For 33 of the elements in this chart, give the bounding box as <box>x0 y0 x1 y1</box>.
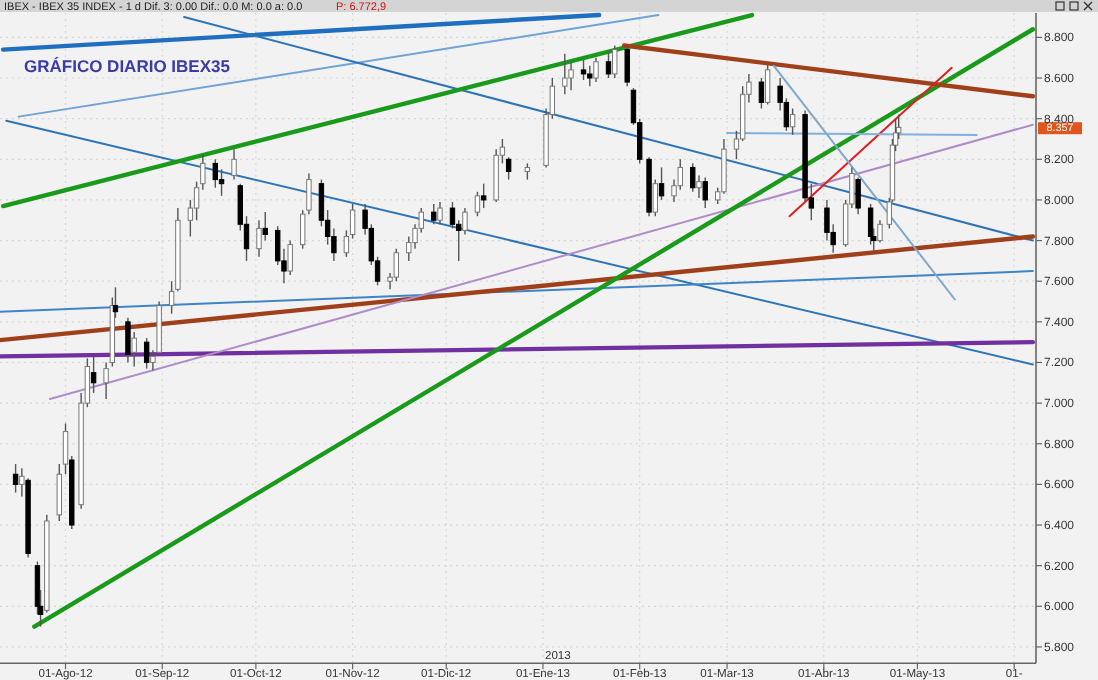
candlestick <box>480 182 487 209</box>
candlestick <box>143 337 150 370</box>
candlestick <box>474 191 481 217</box>
text: GRÁFICO DIARIO IBEX35 <box>24 56 231 76</box>
candlestick <box>431 203 437 226</box>
candlestick <box>562 52 568 95</box>
candlestick <box>605 50 612 79</box>
candlestick <box>131 331 137 368</box>
candlestick <box>764 63 771 106</box>
candlestick <box>702 176 708 209</box>
candlestick <box>256 219 262 258</box>
candlestick <box>758 77 765 110</box>
candlestick <box>262 211 268 242</box>
candlestick <box>287 239 293 276</box>
candlestick <box>437 201 443 226</box>
candlestick <box>587 65 593 87</box>
candlestick <box>612 44 618 79</box>
candlestick <box>658 166 665 201</box>
candlestick <box>867 203 874 246</box>
candlestick <box>125 317 131 364</box>
candlestick <box>231 148 237 181</box>
candlestick <box>789 107 796 136</box>
candlestick <box>12 463 19 494</box>
candlestick <box>112 286 119 319</box>
candlestick <box>90 355 97 394</box>
candlestick <box>593 57 599 83</box>
candlestick <box>690 162 696 193</box>
candlestick <box>696 174 702 199</box>
candlestick <box>393 248 399 282</box>
candlestick <box>212 158 219 189</box>
candlestick <box>568 61 574 91</box>
candlestick <box>624 46 630 87</box>
candlestick <box>580 59 587 81</box>
